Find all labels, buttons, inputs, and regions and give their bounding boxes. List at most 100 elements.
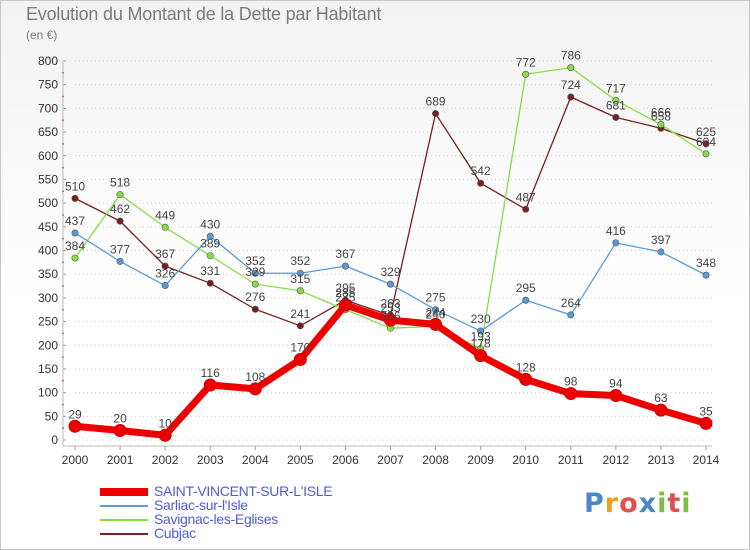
data-point — [657, 120, 665, 128]
data-label: 352 — [290, 254, 310, 268]
data-point — [702, 271, 710, 279]
data-point — [657, 248, 665, 256]
logo-letter: t — [667, 488, 682, 519]
data-label: 35 — [699, 404, 713, 418]
y-minor-tick — [62, 190, 64, 193]
data-point — [71, 194, 79, 202]
data-point — [251, 280, 259, 288]
data-point — [429, 317, 443, 331]
data-label: 263 — [380, 296, 400, 310]
legend-label: Sarliac-sur-l'Isle — [154, 497, 248, 513]
data-point — [564, 387, 578, 401]
data-point — [251, 269, 259, 277]
data-label: 329 — [245, 265, 265, 279]
data-point — [567, 64, 575, 72]
chart-subtitle: (en €) — [26, 28, 58, 42]
logo-letter: P — [584, 488, 605, 519]
data-label: 367 — [155, 247, 175, 261]
data-label: 326 — [155, 267, 175, 281]
data-point — [519, 372, 533, 386]
legend-label: SAINT-VINCENT-SUR-L'ISLE — [154, 483, 333, 499]
data-point — [161, 262, 169, 270]
data-point — [206, 279, 214, 287]
x-tick-label: 2000 — [62, 453, 89, 467]
x-tick-label: 2008 — [422, 453, 449, 467]
y-minor-tick — [62, 332, 64, 335]
data-label: 63 — [654, 391, 668, 405]
logo-letter: i — [657, 488, 668, 519]
x-tick-label: 2014 — [693, 453, 720, 467]
data-point — [206, 252, 214, 260]
y-minor-tick — [62, 379, 64, 382]
data-point — [68, 419, 82, 433]
data-point — [612, 96, 620, 104]
data-label: 329 — [380, 265, 400, 279]
data-label: 98 — [564, 375, 578, 389]
data-point — [116, 257, 124, 265]
data-label: 20 — [113, 412, 127, 426]
data-point — [251, 305, 259, 313]
y-minor-tick — [62, 119, 64, 122]
y-tick-label: 500 — [38, 196, 58, 210]
data-point — [699, 416, 713, 430]
data-point — [296, 269, 304, 277]
data-label: 236 — [380, 309, 400, 323]
data-point — [116, 217, 124, 225]
data-label: 276 — [245, 290, 265, 304]
data-label: 604 — [696, 135, 716, 149]
data-label: 10 — [158, 416, 172, 430]
x-tick-label: 2001 — [107, 453, 134, 467]
data-label: 193 — [471, 330, 491, 344]
data-point — [522, 70, 530, 78]
data-point — [477, 179, 485, 187]
data-point — [567, 311, 575, 319]
data-point — [158, 428, 172, 442]
data-point — [567, 93, 575, 101]
data-label: 430 — [200, 217, 220, 231]
data-label: 510 — [65, 179, 85, 193]
data-label: 449 — [155, 208, 175, 222]
data-label: 241 — [290, 307, 310, 321]
x-tick-label: 2010 — [512, 453, 539, 467]
y-tick-label: 400 — [38, 244, 58, 258]
legend-item: SAINT-VINCENT-SUR-L'ISLE — [100, 483, 400, 499]
y-tick-label: 0 — [51, 433, 58, 447]
y-tick-label: 300 — [38, 291, 58, 305]
data-label: 689 — [426, 95, 446, 109]
y-minor-tick — [62, 403, 64, 406]
x-tick-label: 2002 — [152, 453, 179, 467]
data-label: 666 — [651, 105, 671, 119]
x-tick-label: 2003 — [197, 453, 224, 467]
y-tick-label: 750 — [38, 78, 58, 92]
legend-swatch — [100, 519, 148, 521]
data-point — [612, 239, 620, 247]
x-tick-label: 2006 — [332, 453, 359, 467]
data-point — [113, 424, 127, 438]
data-label: 108 — [245, 370, 265, 384]
y-minor-tick — [62, 166, 64, 169]
data-label: 331 — [200, 264, 220, 278]
data-point — [338, 298, 352, 312]
data-point — [384, 313, 397, 327]
logo-letter: i — [681, 488, 692, 519]
data-label: 128 — [516, 360, 536, 374]
y-tick-label: 350 — [38, 267, 58, 281]
legend: SAINT-VINCENT-SUR-L'ISLE Sarliac-sur-l'Is… — [100, 483, 400, 541]
data-label: 367 — [335, 247, 355, 261]
y-tick-label: 700 — [38, 101, 58, 115]
legend-swatch — [100, 505, 148, 507]
data-label: 295 — [335, 281, 355, 295]
y-tick-label: 650 — [38, 125, 58, 139]
y-minor-tick — [62, 308, 64, 311]
logo-letter: o — [619, 488, 639, 519]
data-label: 240 — [426, 307, 446, 321]
y-minor-tick — [62, 214, 64, 216]
y-tick-label: 600 — [38, 149, 58, 163]
data-point — [432, 306, 440, 314]
x-tick-label: 2011 — [558, 453, 584, 467]
data-point — [609, 388, 623, 402]
data-label: 437 — [65, 214, 85, 228]
y-tick-label: 150 — [38, 362, 58, 376]
data-point — [206, 232, 214, 240]
legend-label: Savignac-les-Eglises — [154, 511, 278, 527]
